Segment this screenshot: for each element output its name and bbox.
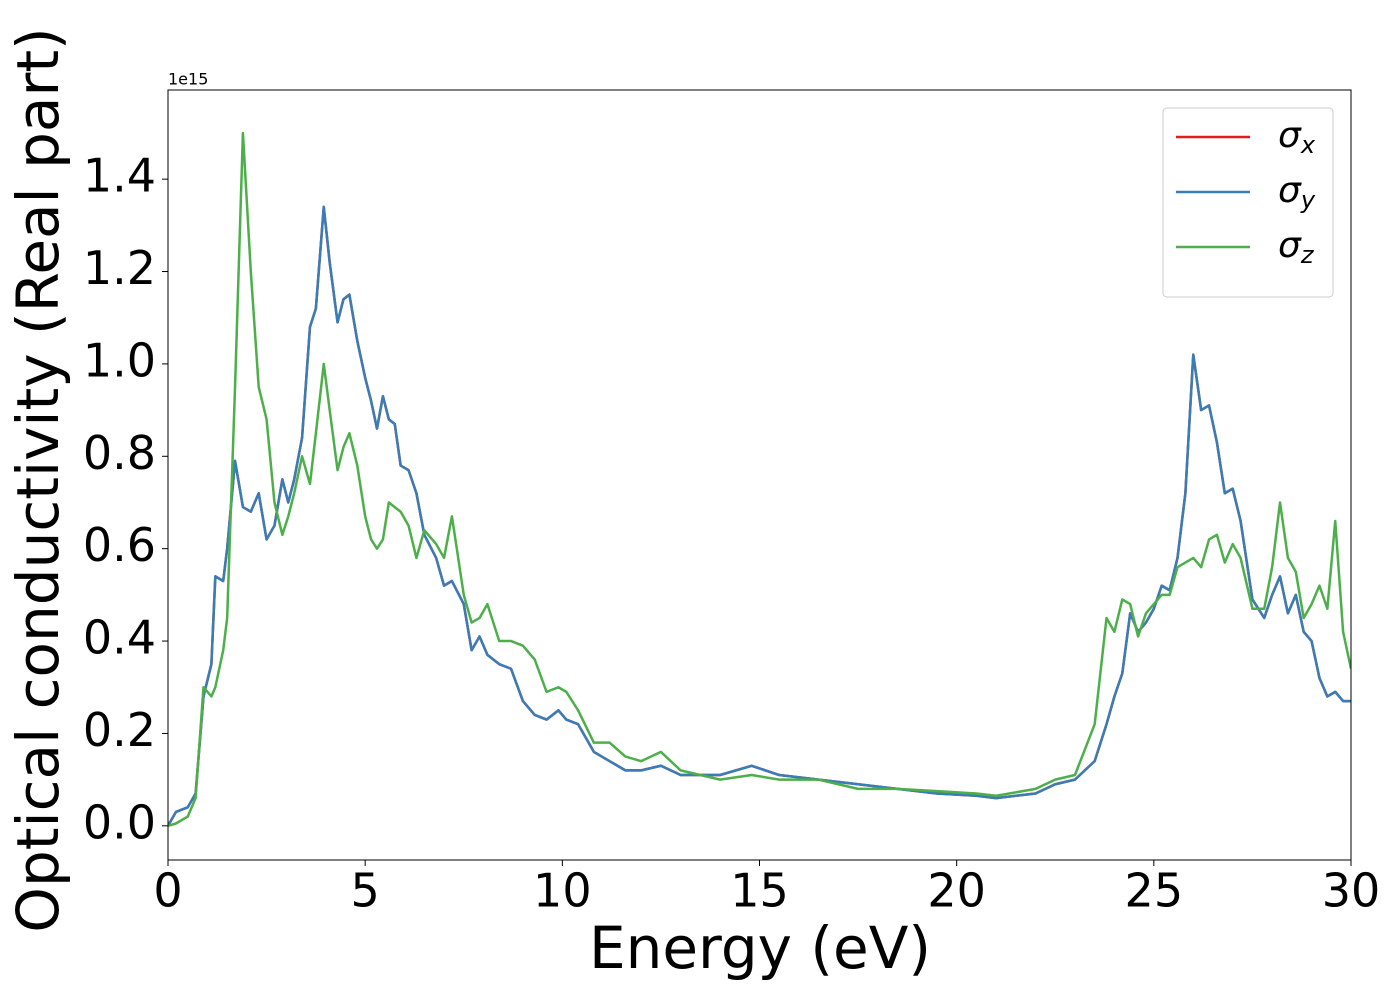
y-tick-label: 1.4 [83, 149, 156, 203]
y-tick-label: 0.6 [83, 518, 156, 572]
y-tick-label: 1.2 [83, 241, 156, 295]
y-tick-label: 0.8 [83, 426, 156, 480]
x-tick-label: 20 [927, 864, 986, 918]
legend-label: σx [1278, 115, 1316, 159]
y-axis-label: Optical conductivity (Real part) [4, 27, 72, 932]
legend-label: σy [1278, 170, 1316, 214]
x-axis-label: Energy (eV) [589, 914, 931, 982]
plot-area [168, 131, 1351, 828]
x-tick-label: 25 [1125, 864, 1184, 918]
y-tick-label: 1.0 [83, 333, 156, 387]
x-tick-label: 5 [351, 864, 380, 918]
y-tick-label: 0.2 [83, 703, 156, 757]
series-line [168, 205, 1351, 827]
series-line [168, 205, 1351, 827]
y-tick-label: 0.0 [83, 795, 156, 849]
ticks: 0 5 10 15 20 25 30 0.0 0.2 0.4 0.6 0.8 1.0 1.2 1.4 [83, 149, 1380, 918]
legend: σx σy σz [1162, 107, 1334, 298]
x-tick-label: 15 [730, 864, 789, 918]
x-tick-label: 0 [153, 864, 182, 918]
series-line [168, 131, 1351, 828]
legend-label: σz [1278, 225, 1315, 269]
offset-label: 1e15 [168, 70, 208, 89]
y-tick-label: 0.4 [83, 611, 156, 665]
x-tick-label: 10 [533, 864, 592, 918]
x-tick-label: 30 [1322, 864, 1381, 918]
plot-frame [167, 89, 1352, 861]
legend-box [1162, 107, 1334, 298]
